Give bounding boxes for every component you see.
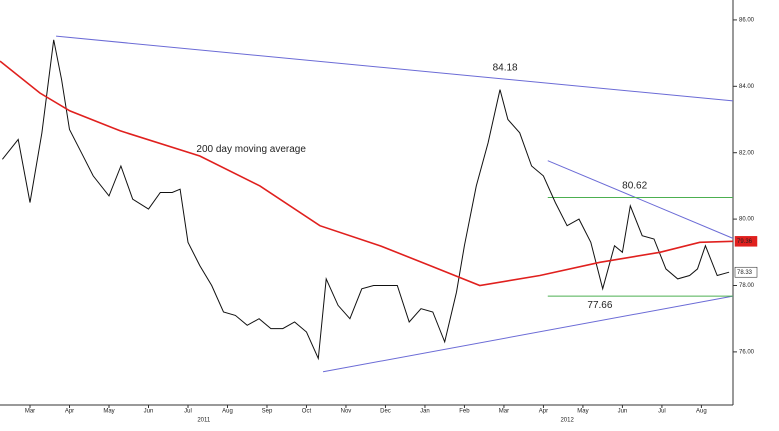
y-tick-label: 78.00 xyxy=(739,283,755,289)
y-tick-label: 80.00 xyxy=(739,217,755,223)
x-tick-label: Dec xyxy=(380,409,391,415)
trend-line xyxy=(547,160,734,239)
x-tick-label: Apr xyxy=(65,409,74,415)
annotation: 77.66 xyxy=(587,300,612,311)
x-tick-label: Jul xyxy=(658,409,666,415)
x-tick-label: Nov xyxy=(341,409,352,415)
y-tick-label: 86.00 xyxy=(739,17,755,23)
series-line xyxy=(0,60,734,287)
y-tick-label: 84.00 xyxy=(739,84,755,90)
year-label: 2012 xyxy=(560,418,574,424)
y-tick-label: 82.00 xyxy=(739,150,755,156)
x-tick-label: May xyxy=(103,409,114,415)
x-tick-label: Feb xyxy=(459,409,470,415)
annotation: 200 day moving average xyxy=(196,144,306,155)
trend-line xyxy=(56,35,734,102)
price-tag xyxy=(734,266,758,278)
trend-line xyxy=(322,295,734,373)
annotation: 84.18 xyxy=(493,63,518,74)
x-tick-label: Aug xyxy=(222,409,233,415)
x-tick-label: Mar xyxy=(499,409,509,415)
price-tag-label: 79.36 xyxy=(737,239,753,245)
year-label: 2011 xyxy=(197,418,211,424)
x-tick-label: Jun xyxy=(144,409,154,415)
x-tick-label: Aug xyxy=(696,409,707,415)
price-tag xyxy=(734,236,758,247)
x-tick-label: Jul xyxy=(184,409,192,415)
x-tick-label: May xyxy=(577,409,588,415)
series-line xyxy=(2,39,730,361)
x-tick-label: Jun xyxy=(618,409,628,415)
annotation: 80.62 xyxy=(622,181,647,192)
x-tick-label: Oct xyxy=(302,409,312,415)
x-tick-label: Sep xyxy=(262,409,273,415)
x-tick-label: Jan xyxy=(420,409,430,415)
x-tick-label: Mar xyxy=(25,409,35,415)
x-tick-label: Apr xyxy=(539,409,548,415)
price-tag-label: 78.33 xyxy=(737,270,753,276)
y-tick-label: 76.00 xyxy=(739,349,755,355)
